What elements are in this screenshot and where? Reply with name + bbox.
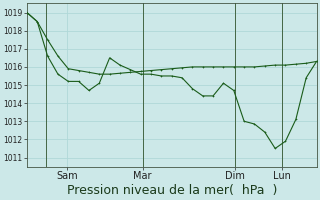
X-axis label: Pression niveau de la mer(  hPa  ): Pression niveau de la mer( hPa ): [67, 184, 277, 197]
